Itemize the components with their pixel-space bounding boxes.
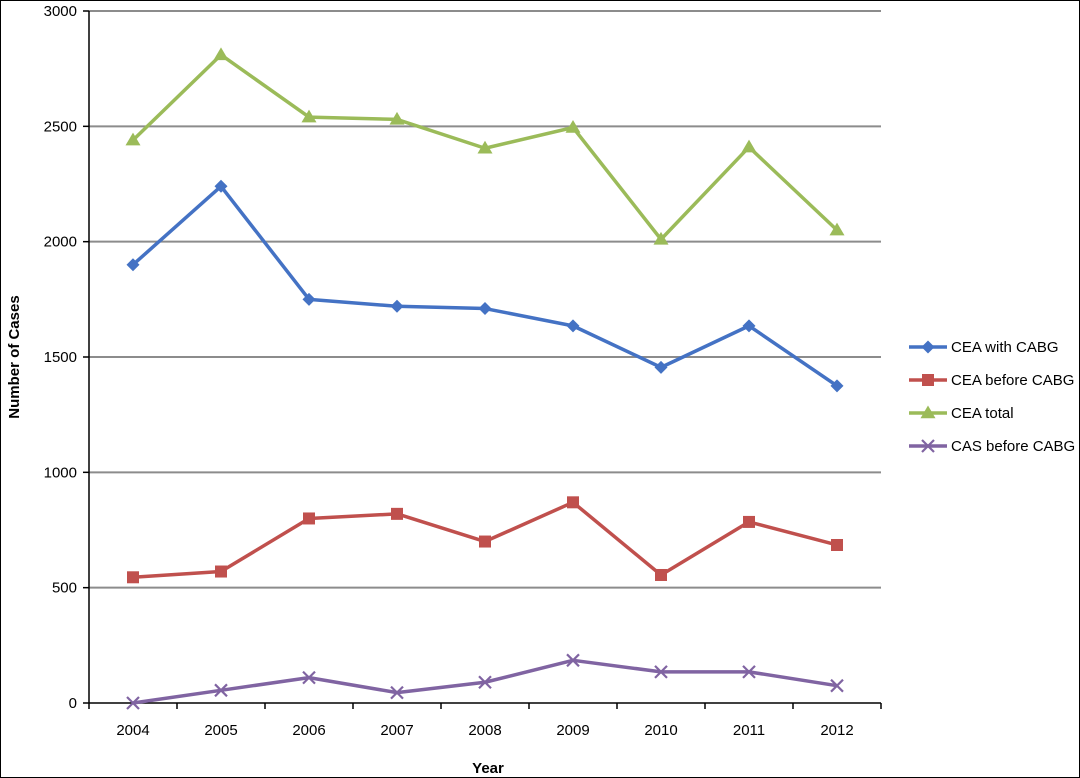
series-group bbox=[125, 47, 845, 710]
data-point-x bbox=[654, 665, 668, 679]
data-point-triangle bbox=[301, 109, 317, 123]
data-point-diamond bbox=[566, 319, 580, 333]
legend-label: CEA before CABG bbox=[951, 372, 1074, 389]
x-tick-label: 2010 bbox=[644, 722, 677, 739]
x-tick-label: 2007 bbox=[380, 722, 413, 739]
data-point-triangle bbox=[653, 231, 669, 245]
x-tick-label: 2011 bbox=[733, 722, 765, 739]
legend-item: CEA total bbox=[909, 405, 1014, 422]
axes bbox=[83, 10, 882, 709]
legend-label: CAS before CABG bbox=[951, 438, 1075, 455]
series-cas-before-cabg bbox=[126, 653, 844, 710]
y-tick-label: 2000 bbox=[44, 234, 77, 251]
data-point-diamond bbox=[126, 258, 140, 272]
x-tick-label: 2005 bbox=[204, 722, 237, 739]
data-point-x bbox=[921, 439, 935, 453]
data-point-triangle bbox=[741, 139, 757, 153]
data-point-square bbox=[127, 571, 139, 584]
data-point-square bbox=[831, 538, 843, 551]
data-point-diamond bbox=[390, 299, 404, 313]
x-tick-label: 2004 bbox=[116, 722, 149, 739]
data-point-x bbox=[126, 696, 140, 710]
y-tick-label: 1000 bbox=[44, 464, 77, 481]
y-tick-label: 500 bbox=[52, 580, 77, 597]
data-point-triangle bbox=[125, 132, 141, 146]
data-point-square bbox=[655, 568, 667, 581]
legend-label: CEA with CABG bbox=[951, 339, 1059, 356]
x-tick-label: 2012 bbox=[820, 722, 853, 739]
series-cea-with-cabg bbox=[126, 179, 844, 393]
legend-item: CAS before CABG bbox=[909, 438, 1075, 455]
series-line bbox=[131, 184, 838, 388]
data-point-x bbox=[830, 678, 844, 693]
data-point-x bbox=[566, 653, 580, 668]
series-cea-before-cabg bbox=[127, 496, 843, 584]
x-axis-title: Year bbox=[472, 760, 504, 777]
data-point-x bbox=[214, 683, 228, 698]
data-point-diamond bbox=[214, 179, 228, 193]
legend-item: CEA before CABG bbox=[909, 372, 1074, 389]
legend-item: CEA with CABG bbox=[909, 339, 1059, 356]
data-point-square bbox=[479, 535, 491, 548]
data-point-triangle bbox=[565, 119, 581, 133]
data-point-x bbox=[742, 665, 756, 679]
data-point-diamond bbox=[742, 319, 756, 333]
data-point-diamond bbox=[921, 340, 935, 354]
data-point-triangle bbox=[389, 111, 405, 125]
data-point-x bbox=[390, 685, 404, 700]
y-tick-labels: 0 500 1000 1500 2000 2500 3000 bbox=[44, 3, 77, 712]
x-tick-labels: 2004 2005 2006 2007 2008 2009 2010 2011 2012 bbox=[116, 722, 853, 739]
data-point-square bbox=[567, 496, 579, 509]
y-axis-title: Number of Cases bbox=[6, 295, 23, 418]
x-tick-label: 2009 bbox=[556, 722, 589, 739]
series-cea-total bbox=[125, 47, 845, 245]
data-point-diamond bbox=[830, 379, 844, 393]
x-tick-label: 2006 bbox=[292, 722, 325, 739]
gridlines bbox=[89, 10, 881, 589]
data-point-square bbox=[303, 512, 315, 525]
data-point-x bbox=[478, 675, 492, 690]
data-point-triangle bbox=[477, 140, 493, 154]
data-point-diamond bbox=[302, 292, 316, 306]
y-tick-label: 0 bbox=[69, 695, 77, 712]
data-point-square bbox=[391, 507, 403, 520]
data-point-x bbox=[302, 670, 316, 685]
data-point-square bbox=[922, 374, 934, 386]
data-point-triangle bbox=[213, 47, 229, 61]
data-point-triangle bbox=[920, 405, 936, 419]
legend-label: CEA total bbox=[951, 405, 1014, 422]
x-tick-label: 2008 bbox=[468, 722, 501, 739]
data-point-diamond bbox=[478, 302, 492, 316]
y-tick-label: 1500 bbox=[44, 349, 77, 366]
y-tick-label: 3000 bbox=[44, 3, 77, 20]
legend: CEA with CABG CEA before CABG CEA total CAS… bbox=[909, 339, 1075, 455]
data-point-square bbox=[743, 515, 755, 528]
data-point-triangle bbox=[829, 222, 845, 236]
data-point-square bbox=[215, 565, 227, 578]
y-tick-label: 2500 bbox=[44, 118, 77, 135]
data-point-diamond bbox=[654, 360, 668, 374]
